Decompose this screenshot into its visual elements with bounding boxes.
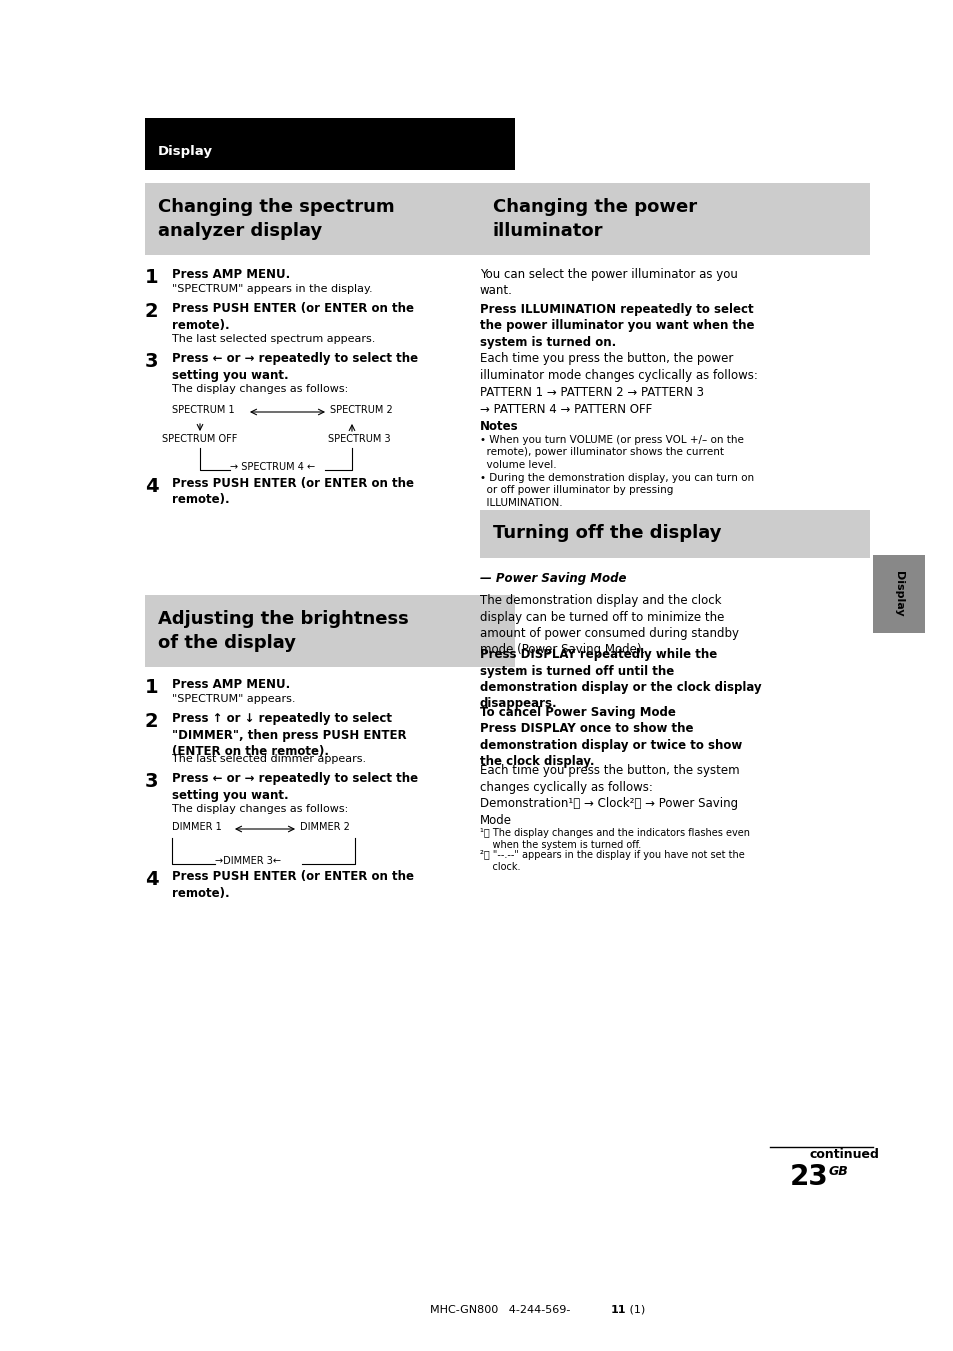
Text: The last selected spectrum appears.: The last selected spectrum appears.	[172, 334, 375, 345]
Text: 2: 2	[145, 303, 158, 322]
Text: The display changes as follows:: The display changes as follows:	[172, 804, 348, 815]
Bar	[479, 509, 869, 558]
Text: Press ← or → repeatedly to select the
setting you want.: Press ← or → repeatedly to select the se…	[172, 771, 417, 801]
Bar	[872, 555, 924, 634]
Text: Demonstration¹⧸ → Clock²⧸ → Power Saving
Mode: Demonstration¹⧸ → Clock²⧸ → Power Saving…	[479, 797, 738, 827]
Bar	[479, 182, 869, 255]
Text: • When you turn VOLUME (or press VOL +/– on the
  remote), power illuminator sho: • When you turn VOLUME (or press VOL +/–…	[479, 435, 743, 470]
Text: DIMMER 1: DIMMER 1	[172, 821, 221, 832]
Text: SPECTRUM 3: SPECTRUM 3	[328, 434, 390, 444]
Text: 1: 1	[145, 267, 158, 286]
Text: Press PUSH ENTER (or ENTER on the
remote).: Press PUSH ENTER (or ENTER on the remote…	[172, 477, 414, 507]
Text: SPECTRUM 1: SPECTRUM 1	[172, 405, 234, 415]
Text: Press ↑ or ↓ repeatedly to select
"DIMMER", then press PUSH ENTER
(ENTER on the : Press ↑ or ↓ repeatedly to select "DIMME…	[172, 712, 406, 758]
Text: You can select the power illuminator as you
want.: You can select the power illuminator as …	[479, 267, 737, 297]
Text: Press DISPLAY repeatedly while the
system is turned off until the
demonstration : Press DISPLAY repeatedly while the syste…	[479, 648, 760, 711]
Text: Press AMP MENU.: Press AMP MENU.	[172, 267, 290, 281]
Text: 3: 3	[145, 771, 158, 790]
Text: (1): (1)	[625, 1305, 644, 1315]
Text: GB: GB	[828, 1165, 848, 1178]
Text: SPECTRUM OFF: SPECTRUM OFF	[162, 434, 237, 444]
Text: Press ILLUMINATION repeatedly to select
the power illuminator you want when the
: Press ILLUMINATION repeatedly to select …	[479, 303, 754, 349]
Text: The demonstration display and the clock
display can be turned off to minimize th: The demonstration display and the clock …	[479, 594, 739, 657]
Text: Each time you press the button, the system
changes cyclically as follows:: Each time you press the button, the syst…	[479, 765, 739, 793]
Text: "SPECTRUM" appears in the display.: "SPECTRUM" appears in the display.	[172, 284, 373, 295]
Text: Press AMP MENU.: Press AMP MENU.	[172, 678, 290, 690]
Text: Press DISPLAY once to show the
demonstration display or twice to show
the clock : Press DISPLAY once to show the demonstra…	[479, 721, 741, 767]
Text: To cancel Power Saving Mode: To cancel Power Saving Mode	[479, 707, 675, 719]
Text: ²⧸ "--.--" appears in the display if you have not set the
    clock.: ²⧸ "--.--" appears in the display if you…	[479, 850, 744, 873]
Bar	[145, 594, 515, 667]
Text: Turning off the display: Turning off the display	[493, 524, 720, 542]
Text: Each time you press the button, the power
illuminator mode changes cyclically as: Each time you press the button, the powe…	[479, 353, 757, 381]
Text: Display: Display	[158, 145, 213, 158]
Text: — Power Saving Mode: — Power Saving Mode	[479, 571, 626, 585]
Text: continued: continued	[809, 1148, 879, 1161]
Text: 3: 3	[145, 353, 158, 372]
Text: • During the demonstration display, you can turn on
  or off power illuminator b: • During the demonstration display, you …	[479, 473, 753, 508]
Text: → SPECTRUM 4 ←: → SPECTRUM 4 ←	[230, 462, 314, 471]
Bar	[145, 182, 515, 255]
Text: Press ← or → repeatedly to select the
setting you want.: Press ← or → repeatedly to select the se…	[172, 353, 417, 381]
Text: Changing the spectrum
analyzer display: Changing the spectrum analyzer display	[158, 199, 395, 239]
Text: Adjusting the brightness
of the display: Adjusting the brightness of the display	[158, 611, 408, 651]
Text: 11: 11	[610, 1305, 626, 1315]
Text: 23: 23	[789, 1163, 828, 1192]
Bar	[145, 118, 515, 170]
Text: Changing the power
illuminator: Changing the power illuminator	[493, 199, 697, 239]
Text: 2: 2	[145, 712, 158, 731]
Text: The display changes as follows:: The display changes as follows:	[172, 384, 348, 394]
Text: Display: Display	[893, 571, 903, 617]
Text: →DIMMER 3←: →DIMMER 3←	[214, 857, 281, 866]
Text: SPECTRUM 2: SPECTRUM 2	[330, 405, 393, 415]
Text: DIMMER 2: DIMMER 2	[299, 821, 350, 832]
Text: PATTERN 1 → PATTERN 2 → PATTERN 3
→ PATTERN 4 → PATTERN OFF: PATTERN 1 → PATTERN 2 → PATTERN 3 → PATT…	[479, 386, 703, 416]
Text: 4: 4	[145, 870, 158, 889]
Text: 1: 1	[145, 678, 158, 697]
Text: ¹⧸ The display changes and the indicators flashes even
    when the system is tu: ¹⧸ The display changes and the indicator…	[479, 828, 749, 850]
Text: The last selected dimmer appears.: The last selected dimmer appears.	[172, 754, 366, 765]
Text: 4: 4	[145, 477, 158, 496]
Text: Press PUSH ENTER (or ENTER on the
remote).: Press PUSH ENTER (or ENTER on the remote…	[172, 870, 414, 900]
Text: MHC-GN800   4-244-569-: MHC-GN800 4-244-569-	[430, 1305, 570, 1315]
Text: "SPECTRUM" appears.: "SPECTRUM" appears.	[172, 694, 295, 704]
Text: Notes: Notes	[479, 420, 518, 434]
Text: Press PUSH ENTER (or ENTER on the
remote).: Press PUSH ENTER (or ENTER on the remote…	[172, 303, 414, 331]
